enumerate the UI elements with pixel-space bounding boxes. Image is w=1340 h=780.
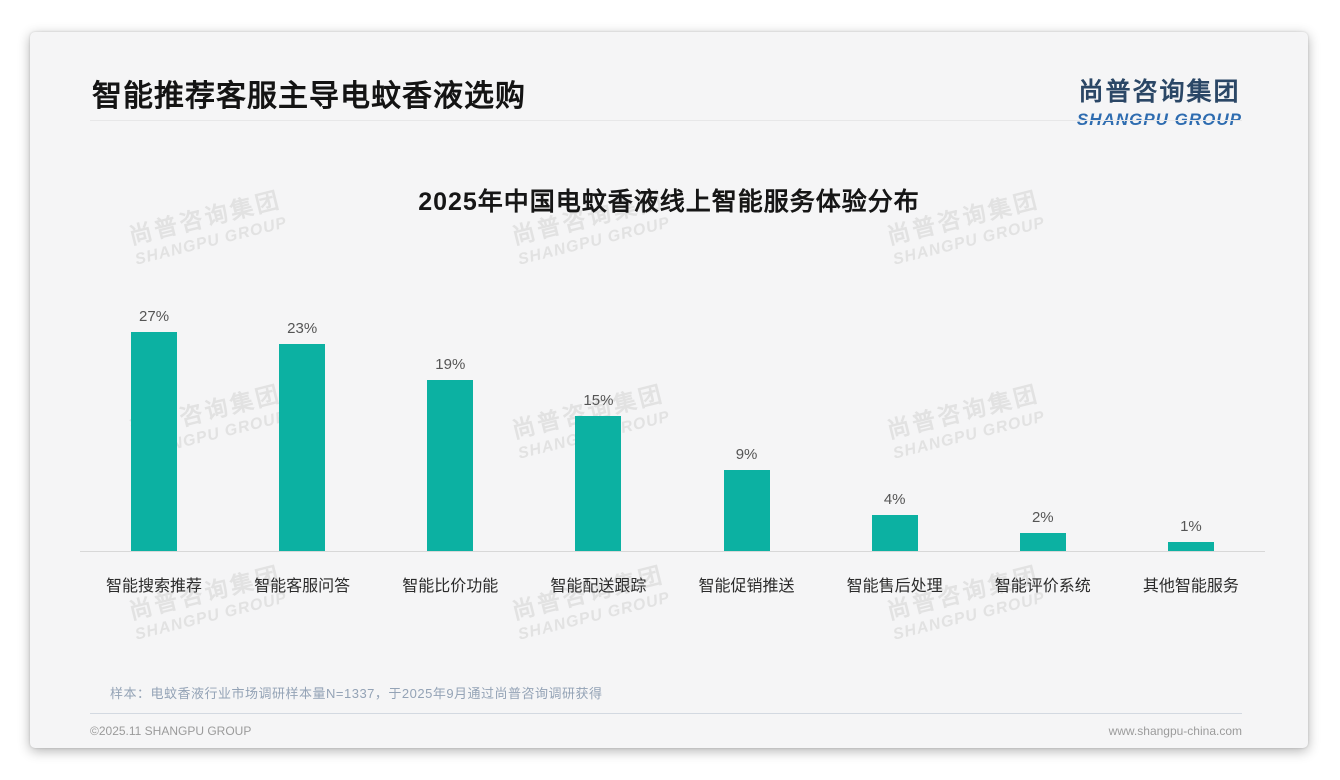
bar-column: 4% — [821, 308, 969, 551]
logo-english-text: SHANGPU GROUP — [1076, 110, 1242, 129]
header-divider — [90, 120, 1242, 121]
footer-divider — [90, 713, 1242, 714]
watermark-english-text: SHANGPU GROUP — [891, 214, 1047, 269]
chart-title: 2025年中国电蚊香液线上智能服务体验分布 — [418, 188, 920, 216]
bar — [1019, 533, 1066, 551]
category-label: 智能客服问答 — [254, 578, 351, 595]
bar-column: 19% — [376, 308, 524, 551]
slide-header: 智能推荐客服主导电蚊香液选购 尚普咨询集团 SHANGPU GROUP — [92, 72, 1242, 130]
category-label: 智能售后处理 — [846, 578, 943, 595]
watermark: 尚普咨询集团 SHANGPU GROUP — [125, 555, 289, 644]
watermark-english-text: SHANGPU GROUP — [516, 214, 672, 269]
bar-column: 1% — [1117, 308, 1265, 551]
category-label: 智能比价功能 — [402, 578, 499, 595]
bar — [871, 515, 918, 551]
watermark-english-text: SHANGPU GROUP — [516, 589, 672, 644]
bar-value-label: 23% — [287, 320, 318, 337]
bar-value-label: 27% — [139, 308, 170, 325]
bar-value-label: 2% — [1031, 509, 1054, 526]
bar-value-label: 9% — [735, 446, 758, 463]
bar-column: 27% — [80, 308, 228, 551]
slide-footer: ©2025.11 SHANGPU GROUP www.shangpu-china… — [90, 724, 1242, 738]
bar — [131, 332, 178, 551]
bar — [1167, 542, 1214, 551]
watermark-english-text: SHANGPU GROUP — [133, 214, 289, 269]
watermark: 尚普咨询集团 SHANGPU GROUP — [508, 555, 672, 644]
category-label: 其他智能服务 — [1142, 578, 1239, 595]
bar — [575, 416, 622, 551]
bar — [723, 470, 770, 551]
logo-chinese-text: 尚普咨询集团 — [1078, 78, 1241, 106]
bar-column: 9% — [673, 308, 821, 551]
watermark-english-text: SHANGPU GROUP — [891, 589, 1047, 644]
watermark: 尚普咨询集团 SHANGPU GROUP — [883, 555, 1047, 644]
bar-column: 23% — [228, 308, 376, 551]
category-label: 智能促销推送 — [698, 578, 795, 595]
bar-column: 15% — [524, 308, 672, 551]
bar-value-label: 4% — [883, 491, 906, 508]
copyright-text: ©2025.11 SHANGPU GROUP — [90, 724, 252, 738]
bar — [427, 380, 474, 551]
x-axis-category-labels: 智能搜索推荐 智能客服问答 智能比价功能 智能配送跟踪 智能促销推送 智能售后处理 智能评价… — [80, 572, 1265, 596]
bar-value-label: 15% — [583, 392, 614, 409]
category-label: 智能评价系统 — [994, 578, 1091, 595]
page-title: 智能推荐客服主导电蚊香液选购 — [92, 80, 526, 113]
bar — [279, 344, 326, 551]
website-url: www.shangpu-china.com — [1108, 724, 1242, 738]
sample-note: 样本：电蚊香液行业市场调研样本量N=1337，于2025年9月通过尚普咨询调研获… — [110, 686, 603, 701]
category-label: 智能配送跟踪 — [550, 578, 647, 595]
x-axis-line — [80, 551, 1265, 552]
bar-column: 2% — [969, 308, 1117, 551]
bar-value-label: 19% — [435, 356, 466, 373]
watermark-english-text: SHANGPU GROUP — [133, 589, 289, 644]
bar-chart-plot-area: 27% 23% 19% 15% 9% 4% 2% 1% — [80, 308, 1265, 551]
slide-card: 尚普咨询集团 SHANGPU GROUP 尚普咨询集团 SHANGPU GROUP 尚普… — [30, 32, 1308, 748]
category-label: 智能搜索推荐 — [106, 578, 203, 595]
bar-value-label: 1% — [1180, 518, 1202, 535]
company-logo: 尚普咨询集团 SHANGPU GROUP — [1077, 72, 1242, 130]
